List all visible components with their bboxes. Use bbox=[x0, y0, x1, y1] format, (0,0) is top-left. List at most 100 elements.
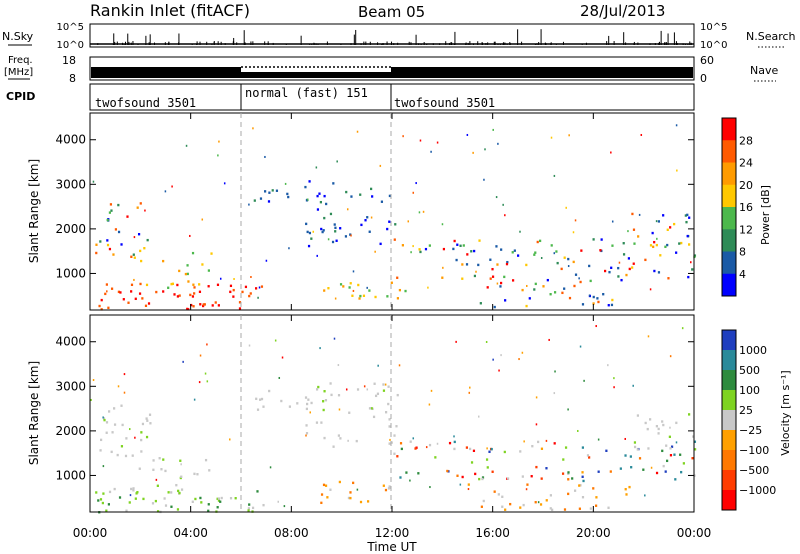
echo-cell bbox=[680, 470, 683, 474]
echo-cell bbox=[305, 424, 308, 427]
echo-cell bbox=[348, 411, 351, 414]
echo-cell bbox=[374, 295, 377, 299]
echo-cell bbox=[504, 508, 507, 511]
echo-cell bbox=[97, 499, 100, 502]
echo-cell bbox=[567, 408, 569, 411]
echo-cell bbox=[522, 503, 525, 507]
echo-cell bbox=[333, 337, 336, 340]
echo-cell bbox=[133, 236, 136, 239]
echo-cell bbox=[173, 293, 176, 296]
echo-cell bbox=[99, 449, 102, 452]
echo-cell bbox=[248, 294, 251, 298]
echo-cell bbox=[264, 155, 266, 158]
echo-cell bbox=[167, 491, 170, 494]
echo-cell bbox=[288, 247, 290, 250]
colorbar-swatch bbox=[722, 350, 736, 371]
echo-cell bbox=[669, 447, 672, 450]
echo-cell bbox=[647, 335, 650, 338]
echo-cell bbox=[145, 417, 148, 420]
echo-cell bbox=[418, 211, 421, 214]
echo-cell bbox=[112, 253, 115, 256]
echo-cell bbox=[579, 345, 582, 348]
echo-cell bbox=[562, 458, 565, 461]
echo-cell bbox=[305, 434, 307, 437]
echo-cell bbox=[670, 445, 674, 448]
echo-cell bbox=[120, 404, 123, 407]
echo-cell bbox=[296, 402, 299, 405]
echo-cell bbox=[568, 134, 570, 137]
echo-cell bbox=[214, 301, 217, 304]
echo-cell bbox=[484, 148, 486, 151]
echo-cell bbox=[505, 262, 509, 266]
echo-cell bbox=[685, 220, 688, 224]
echo-cell bbox=[329, 212, 333, 216]
echo-cell bbox=[388, 442, 391, 445]
echo-cell bbox=[535, 396, 538, 399]
echo-cell bbox=[144, 209, 146, 212]
x-tick-label: 12:00 bbox=[375, 526, 410, 540]
echo-cell bbox=[655, 243, 658, 247]
echo-cell bbox=[102, 492, 105, 495]
colorbar-swatch bbox=[722, 118, 736, 141]
echo-cell bbox=[229, 438, 231, 441]
echo-cell bbox=[611, 298, 614, 302]
echo-cell bbox=[171, 282, 175, 286]
echo-cell bbox=[143, 247, 146, 250]
echo-cell bbox=[364, 219, 367, 222]
echo-cell bbox=[427, 286, 429, 289]
colorbar-swatch bbox=[722, 370, 736, 391]
echo-cell bbox=[199, 354, 202, 357]
echo-cell bbox=[146, 238, 149, 242]
nsearch-label: N.Search bbox=[746, 30, 796, 43]
echo-cell bbox=[384, 411, 388, 414]
echo-cell bbox=[436, 442, 439, 445]
echo-cell bbox=[519, 506, 522, 509]
echo-cell bbox=[366, 286, 368, 289]
echo-cell bbox=[561, 291, 564, 295]
echo-cell bbox=[412, 437, 415, 440]
echo-cell bbox=[636, 414, 640, 417]
echo-cell bbox=[687, 275, 690, 279]
echo-cell bbox=[415, 182, 417, 185]
echo-cell bbox=[517, 254, 520, 257]
velocity-frame bbox=[89, 314, 695, 513]
echo-cell bbox=[360, 223, 363, 227]
echo-cell bbox=[305, 407, 308, 411]
echo-cell bbox=[501, 505, 504, 508]
echo-cell bbox=[95, 243, 98, 246]
echo-cell bbox=[493, 490, 496, 493]
echo-cell bbox=[465, 263, 469, 266]
echo-cell bbox=[466, 133, 469, 136]
colorbar-tick-label: 12 bbox=[739, 223, 753, 236]
echo-cell bbox=[624, 488, 627, 491]
echo-cell bbox=[395, 425, 398, 428]
colorbar-tick-label: 25 bbox=[739, 404, 753, 417]
echo-cell bbox=[669, 426, 671, 429]
echo-cell bbox=[589, 279, 592, 283]
echo-cell bbox=[366, 216, 369, 219]
echo-cell bbox=[473, 249, 476, 253]
echo-cell bbox=[248, 344, 251, 347]
colorbar-tick-label: −500 bbox=[739, 464, 769, 477]
echo-cell bbox=[210, 252, 213, 255]
echo-cell bbox=[479, 302, 482, 305]
echo-cell bbox=[599, 249, 602, 252]
echo-cell bbox=[607, 506, 610, 509]
colorbar-tick-label: 100 bbox=[739, 384, 760, 397]
echo-cell bbox=[368, 230, 371, 233]
colorbar-swatch bbox=[722, 490, 736, 511]
echo-cell bbox=[533, 253, 536, 256]
echo-cell bbox=[260, 397, 264, 401]
echo-cell bbox=[503, 275, 506, 279]
echo-cell bbox=[693, 254, 697, 257]
echo-cell bbox=[323, 194, 326, 198]
echo-cell bbox=[560, 267, 563, 271]
echo-cell bbox=[388, 220, 391, 223]
echo-cell bbox=[319, 347, 321, 350]
echo-cell bbox=[380, 200, 384, 203]
echo-cell bbox=[604, 269, 607, 273]
echo-cell bbox=[315, 166, 318, 169]
echo-cell bbox=[652, 245, 655, 249]
colorbar-tick-label: 28 bbox=[739, 134, 753, 147]
echo-cell bbox=[651, 231, 654, 235]
